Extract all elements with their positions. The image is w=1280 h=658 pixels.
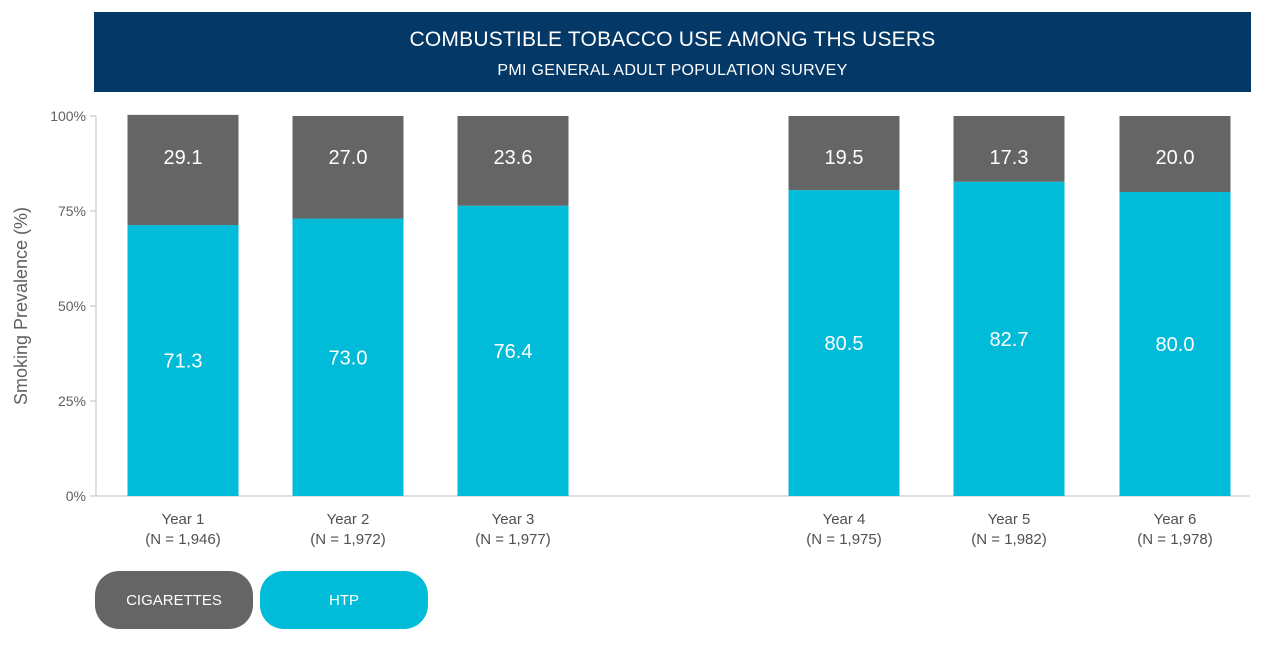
data-label-htp-5: 82.7 [990, 329, 1029, 351]
data-label-htp-4: 80.5 [825, 333, 864, 355]
y-tick-label: 50% [58, 298, 86, 314]
x-category-n-label: (N = 1,982) [971, 531, 1046, 548]
data-label-htp-2: 73.0 [329, 347, 368, 369]
data-label-cigarettes-2: 27.0 [329, 147, 368, 169]
data-label-htp-3: 76.4 [494, 341, 533, 363]
x-category-n-label: (N = 1,977) [475, 531, 550, 548]
bar-htp-3 [457, 205, 569, 496]
y-tick-label: 0% [66, 488, 86, 504]
bar-htp-4 [788, 190, 900, 496]
data-label-htp-1: 71.3 [164, 351, 203, 373]
data-label-cigarettes-5: 17.3 [990, 147, 1029, 169]
x-category-n-label: (N = 1,946) [145, 531, 220, 548]
data-label-cigarettes-1: 29.1 [164, 147, 203, 169]
bar-htp-5 [953, 181, 1065, 497]
bar-htp-1 [127, 225, 239, 496]
bar-cigarettes-1 [127, 114, 239, 226]
x-category-label: Year 6 [1154, 511, 1197, 528]
chart-subtitle: PMI GENERAL ADULT POPULATION SURVEY [497, 62, 848, 79]
x-category-label: Year 1 [162, 511, 205, 528]
x-category-label: Year 3 [492, 511, 535, 528]
bar-cigarettes-5 [953, 116, 1065, 182]
bar-cigarettes-4 [788, 116, 900, 191]
y-tick-label: 100% [50, 108, 86, 124]
data-label-cigarettes-6: 20.0 [1156, 147, 1195, 169]
x-category-n-label: (N = 1,975) [806, 531, 881, 548]
x-category-n-label: (N = 1,978) [1137, 531, 1212, 548]
y-axis-title: Smoking Prevalence (%) [11, 207, 31, 405]
legend-cigarettes: CIGARETTES [95, 571, 253, 629]
x-category-n-label: (N = 1,972) [310, 531, 385, 548]
bar-cigarettes-3 [457, 116, 569, 206]
y-tick-label: 25% [58, 393, 86, 409]
x-category-label: Year 4 [823, 511, 866, 528]
bar-cigarettes-6 [1119, 116, 1231, 192]
legend-htp-label: HTP [329, 591, 359, 609]
bar-htp-2 [292, 218, 404, 496]
data-label-cigarettes-4: 19.5 [825, 147, 864, 169]
chart-title: COMBUSTIBLE TOBACCO USE AMONG THS USERS [409, 28, 936, 51]
chart-title-banner: COMBUSTIBLE TOBACCO USE AMONG THS USERS … [94, 12, 1251, 92]
bar-cigarettes-2 [292, 116, 404, 219]
bar-htp-6 [1119, 192, 1231, 496]
x-category-label: Year 2 [327, 511, 370, 528]
data-label-cigarettes-3: 23.6 [494, 147, 533, 169]
y-tick-label: 75% [58, 203, 86, 219]
x-category-label: Year 5 [988, 511, 1031, 528]
legend-htp: HTP [260, 571, 428, 629]
data-label-htp-6: 80.0 [1156, 334, 1195, 356]
legend-cigarettes-label: CIGARETTES [126, 591, 222, 609]
